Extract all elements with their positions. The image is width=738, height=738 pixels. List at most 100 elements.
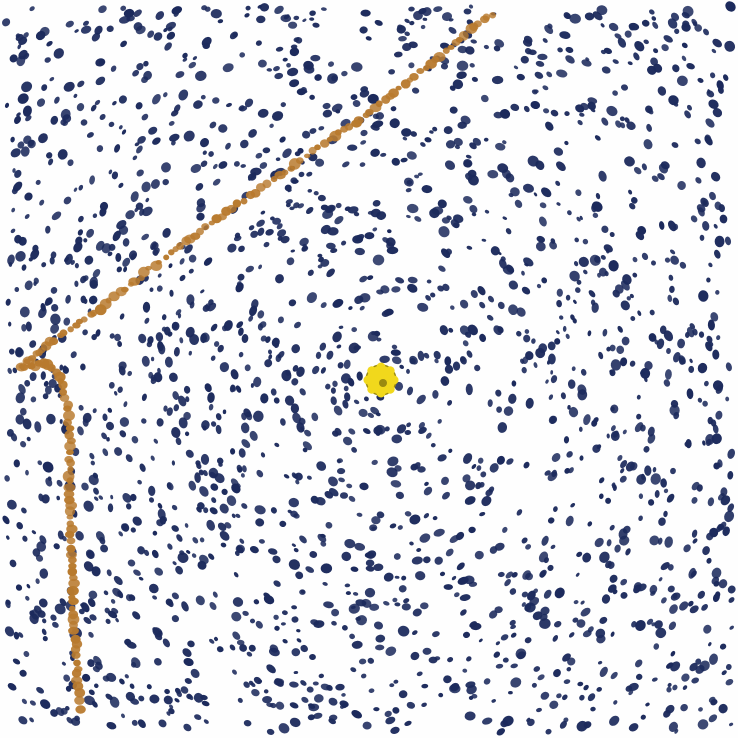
orange-trail-dot xyxy=(32,350,41,357)
navy-dot xyxy=(83,616,92,625)
navy-dot xyxy=(82,329,88,336)
navy-dot xyxy=(432,516,438,521)
navy-dot xyxy=(416,394,426,405)
navy-dot xyxy=(391,157,400,166)
navy-dot xyxy=(550,375,558,384)
navy-dot xyxy=(389,118,400,129)
navy-dot xyxy=(191,553,197,558)
orange-trail-dot xyxy=(447,44,455,50)
navy-dot xyxy=(354,247,365,256)
orange-trail-dot xyxy=(232,199,242,208)
navy-dot xyxy=(714,249,721,259)
orange-trail-dot xyxy=(74,696,85,705)
orange-trail-dot xyxy=(70,645,81,654)
navy-dot xyxy=(554,620,562,628)
navy-dot xyxy=(659,325,667,335)
navy-dot xyxy=(239,538,245,544)
navy-dot xyxy=(222,325,228,332)
navy-dot xyxy=(429,130,434,134)
navy-dot xyxy=(94,683,99,689)
orange-trail-dot xyxy=(20,364,29,371)
navy-dot xyxy=(166,482,174,491)
navy-dot xyxy=(183,723,192,732)
navy-dot xyxy=(344,583,351,588)
navy-dot xyxy=(54,96,60,104)
navy-dot xyxy=(345,591,351,596)
navy-dot xyxy=(433,350,441,360)
navy-dot xyxy=(40,371,46,380)
navy-dot xyxy=(460,115,471,125)
navy-dot xyxy=(524,329,530,334)
navy-dot xyxy=(668,721,679,732)
navy-dot xyxy=(24,214,30,219)
navy-dot xyxy=(514,199,523,209)
navy-dot xyxy=(420,24,426,30)
navy-dot xyxy=(39,535,47,545)
navy-dot xyxy=(635,620,646,631)
navy-dot xyxy=(485,489,493,497)
orange-trail-dot xyxy=(94,304,107,316)
navy-dot xyxy=(462,340,469,347)
navy-dot xyxy=(29,610,35,616)
navy-dot xyxy=(299,388,306,396)
navy-dot xyxy=(717,459,723,468)
navy-dot xyxy=(183,411,191,421)
navy-dot xyxy=(134,207,139,213)
navy-dot xyxy=(606,433,610,439)
navy-dot xyxy=(670,650,676,657)
navy-dot xyxy=(729,722,734,727)
navy-dot xyxy=(105,618,111,625)
navy-dot xyxy=(711,433,722,445)
navy-dot xyxy=(609,231,615,238)
navy-dot xyxy=(11,187,18,195)
navy-dot xyxy=(437,454,447,462)
navy-dot xyxy=(550,109,559,117)
navy-dot xyxy=(449,684,461,694)
navy-dot xyxy=(141,393,147,402)
navy-dot xyxy=(299,535,307,544)
navy-dot xyxy=(251,688,260,697)
navy-dot xyxy=(88,295,98,305)
navy-dot xyxy=(460,356,466,363)
navy-dot xyxy=(504,578,511,587)
navy-dot xyxy=(288,299,297,307)
navy-dot xyxy=(232,631,241,640)
navy-dot xyxy=(51,303,59,312)
navy-dot xyxy=(320,541,327,547)
navy-dot xyxy=(400,157,408,163)
navy-dot xyxy=(521,286,531,295)
navy-dot xyxy=(196,198,206,208)
navy-dot xyxy=(272,217,282,225)
navy-dot xyxy=(420,602,429,610)
navy-dot xyxy=(521,367,527,374)
navy-dot xyxy=(157,502,163,509)
navy-dot xyxy=(476,465,482,471)
navy-dot xyxy=(326,268,335,278)
navy-dot xyxy=(469,142,477,150)
navy-dot xyxy=(217,344,224,353)
navy-dot xyxy=(434,556,443,565)
navy-dot xyxy=(123,401,128,408)
navy-dot xyxy=(48,158,54,166)
navy-dot xyxy=(86,550,95,559)
navy-dot xyxy=(680,703,688,712)
navy-dot xyxy=(696,157,706,169)
navy-dot xyxy=(28,139,35,147)
navy-dot xyxy=(522,39,533,47)
navy-dot xyxy=(307,188,313,193)
navy-dot xyxy=(272,111,284,121)
navy-dot xyxy=(296,638,302,643)
navy-dot xyxy=(691,677,700,684)
navy-dot xyxy=(209,638,215,644)
navy-dot xyxy=(451,575,457,581)
navy-dot xyxy=(367,330,379,342)
navy-dot xyxy=(535,241,546,252)
navy-dot xyxy=(465,172,473,181)
navy-dot xyxy=(163,405,168,412)
navy-dot xyxy=(302,130,311,139)
navy-dot xyxy=(207,392,215,403)
navy-dot xyxy=(167,600,174,608)
navy-dot xyxy=(164,356,173,368)
navy-dot xyxy=(572,318,577,324)
navy-dot xyxy=(579,112,585,117)
